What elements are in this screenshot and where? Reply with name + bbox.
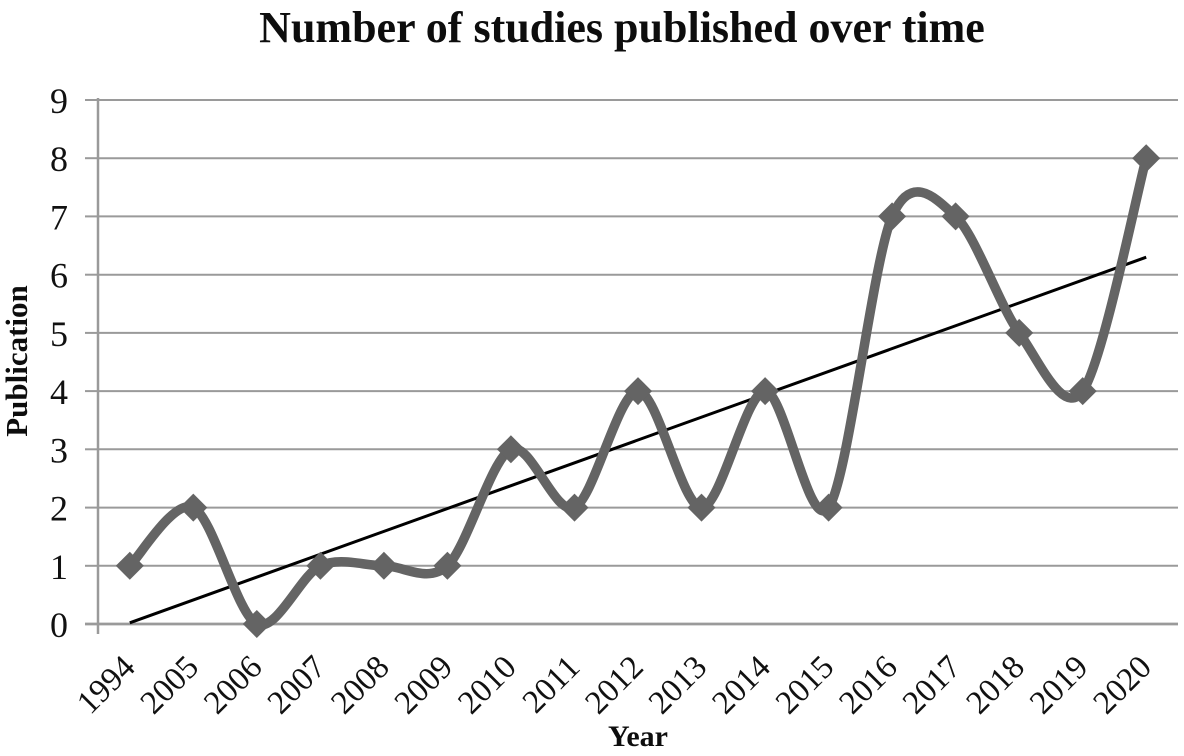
y-tick-label: 4: [50, 372, 68, 412]
data-point-marker: [115, 551, 144, 580]
x-tick-label: 2011: [516, 649, 587, 720]
x-tick-label: 2006: [197, 649, 269, 721]
x-tick-label: 2016: [833, 649, 905, 721]
x-tick-label: 1994: [70, 649, 142, 721]
data-point-marker: [560, 493, 589, 522]
data-point-marker: [433, 551, 462, 580]
y-tick-label: 1: [50, 547, 68, 587]
x-tick-label: 2020: [1087, 649, 1159, 721]
x-tick-label: 2010: [451, 649, 523, 721]
y-tick-label: 9: [50, 81, 68, 121]
y-tick-label: 2: [50, 489, 68, 529]
data-point-marker: [496, 435, 525, 464]
data-point-marker: [242, 610, 271, 638]
y-tick-label: 7: [50, 197, 68, 237]
x-tick-label: 2013: [642, 649, 714, 721]
x-tick-label: 2007: [261, 649, 333, 721]
y-tick-label: 3: [50, 430, 68, 470]
x-tick-label: 2018: [960, 649, 1032, 721]
y-axis-title: Publication: [0, 285, 34, 437]
data-point-marker: [1005, 318, 1034, 347]
x-tick-label: 2005: [134, 649, 206, 721]
x-tick-label: 2012: [579, 649, 651, 721]
data-point-marker: [751, 377, 780, 406]
data-point-marker: [369, 551, 398, 580]
x-tick-label: 2017: [896, 649, 968, 721]
x-tick-label: 2014: [706, 649, 778, 721]
data-point-marker: [814, 493, 843, 522]
data-point-marker: [179, 493, 208, 522]
y-tick-label: 8: [50, 139, 68, 179]
data-point-marker: [624, 377, 652, 406]
data-point-marker: [1132, 144, 1161, 173]
x-tick-label: 2015: [769, 649, 841, 721]
data-point-marker: [687, 493, 716, 522]
data-point-marker: [306, 551, 335, 580]
trend-line: [129, 255, 1147, 625]
x-tick-label: 2008: [324, 649, 396, 721]
y-tick-label: 5: [50, 314, 68, 354]
x-axis-title: Year: [608, 720, 668, 753]
chart-title: Number of studies published over time: [259, 3, 985, 52]
y-tick-label: 0: [50, 605, 68, 645]
y-tick-label: 6: [50, 256, 68, 296]
x-tick-label: 2019: [1023, 649, 1095, 721]
data-point-marker: [1068, 377, 1097, 406]
x-tick-label: 2009: [388, 649, 460, 721]
data-point-marker: [941, 202, 970, 231]
data-point-marker: [878, 202, 907, 231]
